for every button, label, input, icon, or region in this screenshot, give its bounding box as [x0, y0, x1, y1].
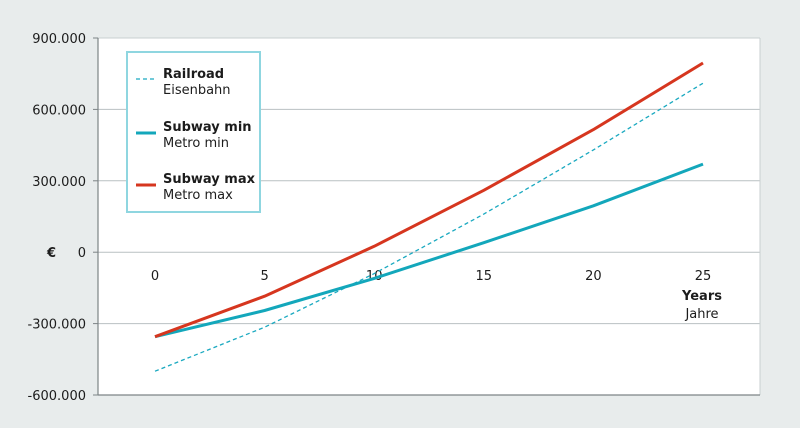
- legend-sublabel-subway-min: Metro min: [163, 136, 229, 151]
- x-tick-label: 20: [585, 269, 602, 284]
- legend-sublabel-railroad: Eisenbahn: [163, 83, 231, 98]
- x-axis-label-sub: Jahre: [684, 307, 718, 322]
- x-axis-label: Years: [681, 289, 722, 304]
- y-tick-label: 900.000: [32, 32, 86, 47]
- series-line-railroad: [154, 82, 704, 372]
- y-tick-label: 600.000: [32, 103, 86, 118]
- y-axis: 900.000 600.000 300.000 0 -300.000 -600.000: [28, 32, 99, 404]
- x-tick-label: 25: [695, 269, 712, 284]
- legend-label-subway-max: Subway max: [163, 172, 256, 187]
- series-lines: [154, 61, 704, 372]
- x-tick-label: 15: [476, 269, 493, 284]
- series-line-subway-min: [154, 162, 704, 339]
- x-tick-label: 0: [151, 269, 159, 284]
- y-tick-label: -600.000: [28, 389, 86, 404]
- y-tick-label: 0: [78, 246, 86, 261]
- legend-label-subway-min: Subway min: [163, 120, 252, 135]
- series-line-subway-max: [154, 61, 704, 339]
- x-axis: 0 5 10 15 20 25: [98, 269, 760, 396]
- legend-label-railroad: Railroad: [163, 67, 224, 82]
- legend: Railroad Eisenbahn Subway min Metro min …: [126, 51, 261, 213]
- legend-sublabel-subway-max: Metro max: [163, 188, 233, 203]
- x-tick-label: 5: [260, 269, 268, 284]
- y-tick-label: 300.000: [32, 175, 86, 190]
- y-axis-label: €: [46, 246, 56, 261]
- y-tick-label: -300.000: [28, 318, 86, 333]
